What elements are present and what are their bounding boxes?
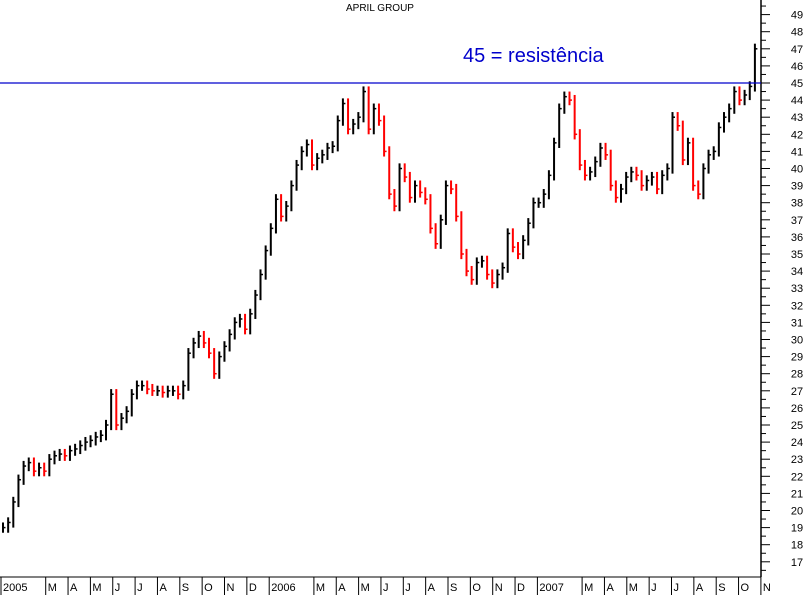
- y-tick-label: 47: [791, 44, 803, 56]
- y-tick-label: 30: [791, 335, 803, 347]
- chart-title: APRIL GROUP: [346, 3, 414, 14]
- x-tick-label: 2006: [271, 582, 295, 594]
- y-tick-label: 18: [791, 540, 803, 552]
- x-tick-label: D: [249, 582, 257, 594]
- y-tick-label: 24: [791, 437, 803, 449]
- y-tick-label: 21: [791, 488, 803, 500]
- y-tick-label: 37: [791, 215, 803, 227]
- x-tick-label: M: [361, 582, 370, 594]
- x-tick-label: A: [159, 582, 167, 594]
- y-tick-label: 49: [791, 10, 803, 22]
- y-tick-label: 46: [791, 61, 803, 73]
- y-tick-label: 19: [791, 523, 803, 535]
- x-tick-label: A: [606, 582, 614, 594]
- x-tick-label: 2007: [539, 582, 563, 594]
- x-tick-label: O: [204, 582, 213, 594]
- x-tick-label: M: [48, 582, 57, 594]
- x-tick-label: A: [696, 582, 704, 594]
- y-tick-label: 39: [791, 181, 803, 193]
- x-tick-label: M: [316, 582, 325, 594]
- y-tick-label: 26: [791, 403, 803, 415]
- y-tick-label: 44: [791, 95, 803, 107]
- x-tick-label: N: [763, 582, 771, 594]
- resistance-annotation: 45 = resistência: [463, 45, 604, 67]
- y-tick-label: 25: [791, 420, 803, 432]
- x-tick-label: J: [405, 582, 411, 594]
- x-tick-label: N: [227, 582, 235, 594]
- x-tick-label: N: [495, 582, 503, 594]
- y-tick-label: 43: [791, 112, 803, 124]
- y-tick-label: 17: [791, 557, 803, 569]
- x-tick-label: J: [383, 582, 389, 594]
- x-tick-label: S: [182, 582, 189, 594]
- x-tick-label: J: [115, 582, 121, 594]
- y-tick-label: 23: [791, 454, 803, 466]
- y-tick-label: 27: [791, 386, 803, 398]
- y-tick-label: 22: [791, 471, 803, 483]
- y-tick-label: 45: [791, 78, 803, 90]
- x-tick-label: D: [517, 582, 525, 594]
- y-tick-label: 20: [791, 506, 803, 518]
- y-tick-label: 40: [791, 164, 803, 176]
- x-tick-label: S: [450, 582, 457, 594]
- y-tick-label: 28: [791, 369, 803, 381]
- y-tick-label: 33: [791, 283, 803, 295]
- y-tick-label: 29: [791, 352, 803, 364]
- x-tick-label: S: [718, 582, 725, 594]
- x-tick-label: 2005: [3, 582, 27, 594]
- y-tick-label: 42: [791, 129, 803, 141]
- x-tick-label: J: [651, 582, 657, 594]
- y-tick-label: 38: [791, 198, 803, 210]
- x-tick-label: M: [584, 582, 593, 594]
- y-tick-label: 48: [791, 27, 803, 39]
- x-tick-label: O: [472, 582, 481, 594]
- y-tick-label: 36: [791, 232, 803, 244]
- x-tick-label: O: [741, 582, 750, 594]
- x-tick-label: A: [70, 582, 78, 594]
- y-tick-label: 35: [791, 249, 803, 261]
- x-tick-label: J: [674, 582, 680, 594]
- x-tick-label: M: [629, 582, 638, 594]
- y-tick-label: 34: [791, 266, 803, 278]
- y-tick-label: 31: [791, 317, 803, 329]
- x-tick-label: J: [137, 582, 143, 594]
- x-tick-label: A: [338, 582, 346, 594]
- y-tick-label: 32: [791, 300, 803, 312]
- x-tick-label: A: [428, 582, 436, 594]
- y-tick-label: 41: [791, 146, 803, 158]
- x-tick-label: M: [92, 582, 101, 594]
